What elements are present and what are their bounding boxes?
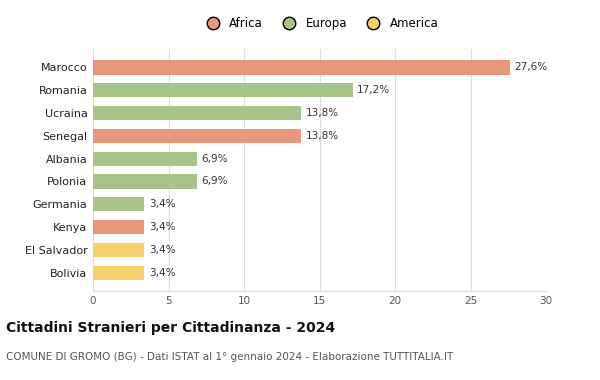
Text: 27,6%: 27,6%	[514, 62, 547, 73]
Bar	[93, 266, 145, 280]
Text: 3,4%: 3,4%	[149, 199, 175, 209]
Text: Cittadini Stranieri per Cittadinanza - 2024: Cittadini Stranieri per Cittadinanza - 2…	[6, 321, 335, 335]
Legend: Africa, Europa, America: Africa, Europa, America	[201, 17, 438, 30]
Bar	[93, 152, 197, 166]
Text: 3,4%: 3,4%	[149, 268, 175, 278]
Text: 6,9%: 6,9%	[202, 176, 228, 187]
Bar	[93, 83, 353, 97]
Text: 13,8%: 13,8%	[306, 108, 339, 118]
Text: 13,8%: 13,8%	[306, 131, 339, 141]
Bar	[93, 60, 510, 74]
Text: 6,9%: 6,9%	[202, 154, 228, 164]
Bar	[93, 220, 145, 234]
Bar	[93, 106, 301, 120]
Text: 3,4%: 3,4%	[149, 245, 175, 255]
Text: 17,2%: 17,2%	[357, 85, 391, 95]
Bar	[93, 243, 145, 257]
Bar	[93, 197, 145, 211]
Bar	[93, 129, 301, 143]
Text: 3,4%: 3,4%	[149, 222, 175, 232]
Bar	[93, 174, 197, 188]
Text: COMUNE DI GROMO (BG) - Dati ISTAT al 1° gennaio 2024 - Elaborazione TUTTITALIA.I: COMUNE DI GROMO (BG) - Dati ISTAT al 1° …	[6, 352, 453, 361]
